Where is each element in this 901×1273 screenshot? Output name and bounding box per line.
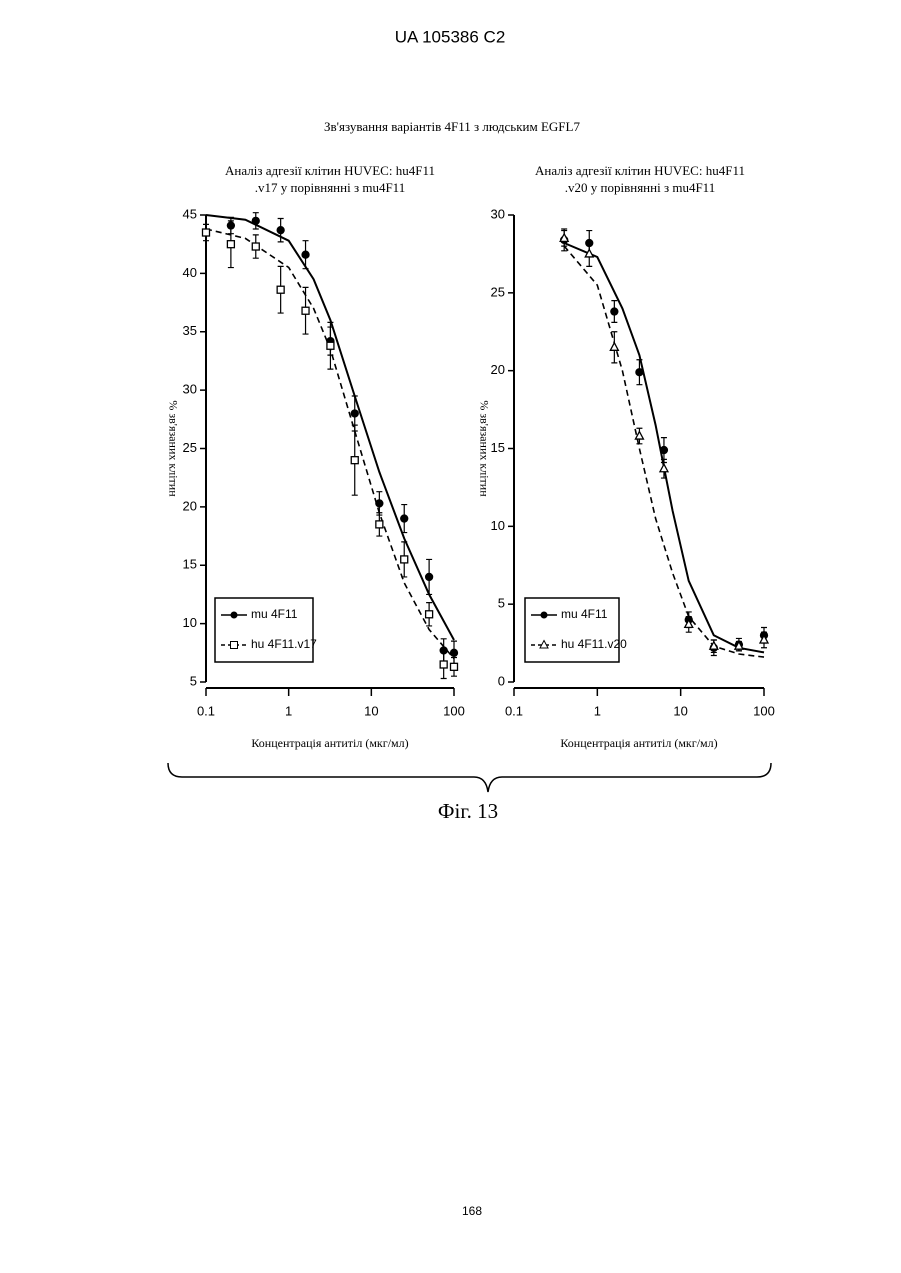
x-tick-label: 100 [443,703,465,718]
y-tick-label: 0 [498,673,505,688]
legend-label: hu 4F11.v17 [251,637,317,651]
marker [227,241,234,248]
x-tick-label: 10 [364,703,378,718]
marker [252,217,259,224]
legend-marker [231,642,238,649]
y-axis-title: % зв'язаних клітин [477,400,491,497]
x-tick-label: 0.1 [505,703,523,718]
marker [277,227,284,234]
marker [277,286,284,293]
y-tick-label: 20 [491,362,505,377]
chart-title: Аналіз адгезії клітин HUVEC: hu4F11 [225,163,435,178]
x-tick-label: 100 [753,703,775,718]
marker [401,556,408,563]
x-tick-label: 1 [285,703,292,718]
y-tick-label: 10 [491,518,505,533]
chart-title: .v17 у порівнянні з mu4F11 [255,180,405,195]
y-tick-label: 5 [498,596,505,611]
figure-title: Зв'язування варіантів 4F11 з людським EG… [324,119,580,134]
x-axis-title: Концентрація антитіл (мкг/мл) [251,736,408,750]
y-tick-label: 15 [491,440,505,455]
page: UA 105386 C2 Зв'язування варіантів 4F11 … [0,0,901,1273]
y-tick-label: 30 [183,382,197,397]
y-tick-label: 30 [491,206,505,221]
figure-caption: Фіг. 13 [438,799,498,823]
x-tick-label: 1 [594,703,601,718]
chart-title: Аналіз адгезії клітин HUVEC: hu4F11 [535,163,745,178]
marker [252,243,259,250]
marker [611,308,618,315]
x-tick-label: 10 [673,703,687,718]
y-tick-label: 45 [183,206,197,221]
marker [440,661,447,668]
x-tick-label: 0.1 [197,703,215,718]
legend-label: hu 4F11.v20 [561,637,627,651]
y-tick-label: 15 [183,557,197,572]
legend-marker [541,612,548,619]
y-tick-label: 35 [183,323,197,338]
page-number: 168 [462,1204,482,1218]
marker [636,369,643,376]
y-tick-label: 25 [183,440,197,455]
y-tick-label: 10 [183,615,197,630]
marker [426,611,433,618]
y-tick-label: 25 [491,284,505,299]
marker [351,457,358,464]
x-axis-title: Концентрація антитіл (мкг/мл) [560,736,717,750]
marker [401,515,408,522]
marker [203,229,210,236]
legend-label: mu 4F11 [561,607,608,621]
marker [660,447,667,454]
legend-label: mu 4F11 [251,607,298,621]
marker [302,251,309,258]
chart-title: .v20 у порівнянні з mu4F11 [565,180,715,195]
header: UA 105386 C2 [395,27,506,46]
patent-page: UA 105386 C2 Зв'язування варіантів 4F11 … [0,0,901,1273]
marker [376,521,383,528]
marker [451,663,458,670]
legend-marker [231,612,238,619]
y-axis-title: % зв'язаних клітин [166,400,180,497]
marker [351,410,358,417]
y-tick-label: 20 [183,498,197,513]
marker [426,573,433,580]
marker [451,649,458,656]
y-tick-label: 5 [190,673,197,688]
marker [302,307,309,314]
marker [327,342,334,349]
y-tick-label: 40 [183,265,197,280]
